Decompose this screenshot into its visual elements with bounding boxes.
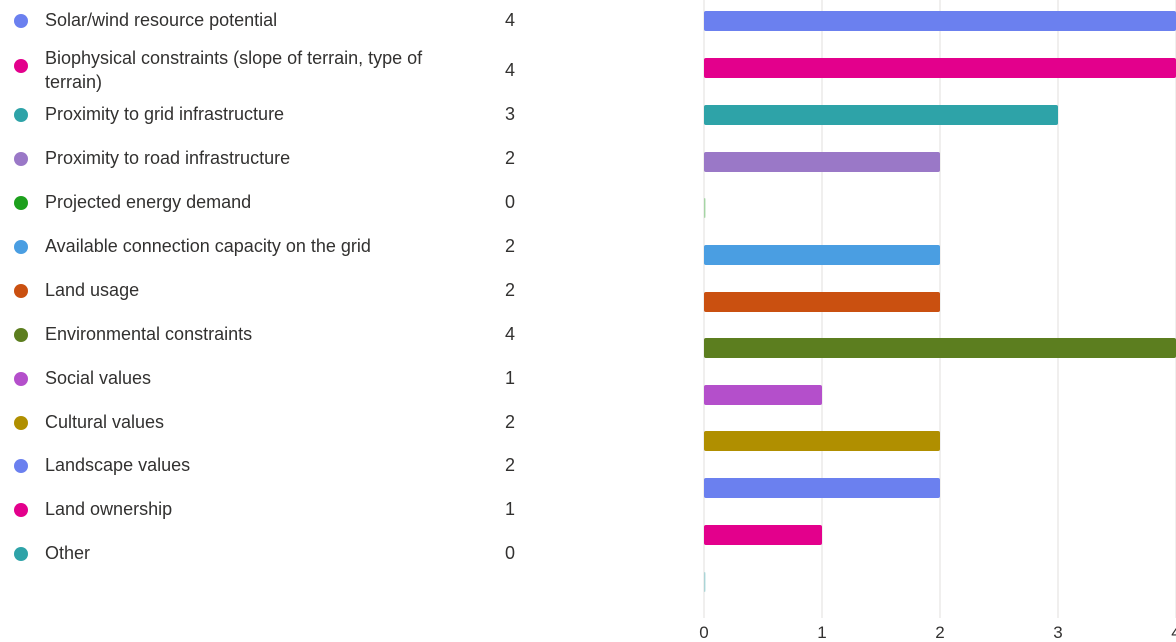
category-label: Land usage [45, 280, 140, 300]
category-label: Proximity to grid infrastructure [45, 104, 285, 124]
category-count: 2 [504, 236, 515, 256]
legend-color-dot [14, 328, 28, 342]
category-label: Other [45, 543, 91, 563]
bar [704, 572, 706, 592]
legend-color-dot [14, 196, 28, 210]
legend-item: Other 0 [0, 541, 560, 581]
category-label: Projected energy demand [45, 192, 252, 212]
legend-item: Land usage 2 [0, 278, 560, 318]
legend-item: Available connection capacity on the gri… [0, 234, 560, 274]
x-tick-label: 0 [699, 623, 708, 642]
category-count: 2 [504, 148, 515, 168]
category-label: Available connection capacity on the gri… [45, 236, 371, 256]
legend-item: Landscape values 2 [0, 453, 560, 493]
bar [704, 152, 940, 172]
x-tick-label: 3 [1053, 623, 1062, 642]
x-tick-label: 4 [1171, 623, 1176, 642]
bar [704, 292, 940, 312]
legend-item: Biophysical constraints (slope of terrai… [0, 46, 560, 92]
bar [704, 198, 706, 218]
category-label: Environmental constraints [45, 324, 253, 344]
legend-color-dot [14, 284, 28, 298]
x-tick-label: 1 [817, 623, 826, 642]
bar [704, 478, 940, 498]
legend-item: Social values 1 [0, 366, 560, 406]
legend-color-dot [14, 416, 28, 430]
legend-item: Proximity to grid infrastructure 3 [0, 102, 560, 142]
legend-color-dot [14, 59, 28, 73]
legend-item: Cultural values 2 [0, 410, 560, 450]
bar [704, 431, 940, 451]
legend-color-dot [14, 547, 28, 561]
legend-item: Land ownership 1 [0, 497, 560, 537]
legend-color-dot [14, 108, 28, 122]
category-label: Cultural values [45, 412, 165, 432]
category-count: 1 [504, 368, 515, 388]
bar [704, 11, 1176, 31]
category-label: Proximity to road infrastructure [45, 148, 291, 168]
category-count: 2 [504, 412, 515, 432]
category-count: 3 [504, 104, 515, 124]
bar [704, 385, 822, 405]
category-label: Biophysical constraints (slope of terrai… [45, 48, 423, 92]
category-label: Solar/wind resource potential [45, 10, 278, 30]
legend-color-dot [14, 459, 28, 473]
legend-item: Environmental constraints 4 [0, 322, 560, 362]
legend-color-dot [14, 503, 28, 517]
category-count: 2 [504, 280, 515, 300]
category-count: 1 [504, 499, 515, 519]
legend-color-dot [14, 240, 28, 254]
legend-color-dot [14, 14, 28, 28]
bar [704, 245, 940, 265]
category-count: 2 [504, 455, 515, 475]
bar [704, 58, 1176, 78]
bar [704, 338, 1176, 358]
category-label: Landscape values [45, 455, 191, 475]
category-label: Land ownership [45, 499, 173, 519]
legend-item: Solar/wind resource potential 4 [0, 8, 560, 48]
chart-legend: Solar/wind resource potential 4 Biophysica… [0, 0, 560, 642]
bar [704, 525, 822, 545]
category-count: 4 [504, 10, 515, 30]
category-count: 0 [504, 543, 515, 563]
legend-item: Projected energy demand 0 [0, 190, 560, 230]
category-count: 0 [504, 192, 515, 212]
category-label: Social values [45, 368, 152, 388]
bar [704, 105, 1058, 125]
legend-color-dot [14, 372, 28, 386]
legend-color-dot [14, 152, 28, 166]
x-tick-label: 2 [935, 623, 944, 642]
legend-item: Proximity to road infrastructure 2 [0, 146, 560, 186]
category-count: 4 [504, 324, 515, 344]
category-count: 4 [504, 60, 515, 80]
